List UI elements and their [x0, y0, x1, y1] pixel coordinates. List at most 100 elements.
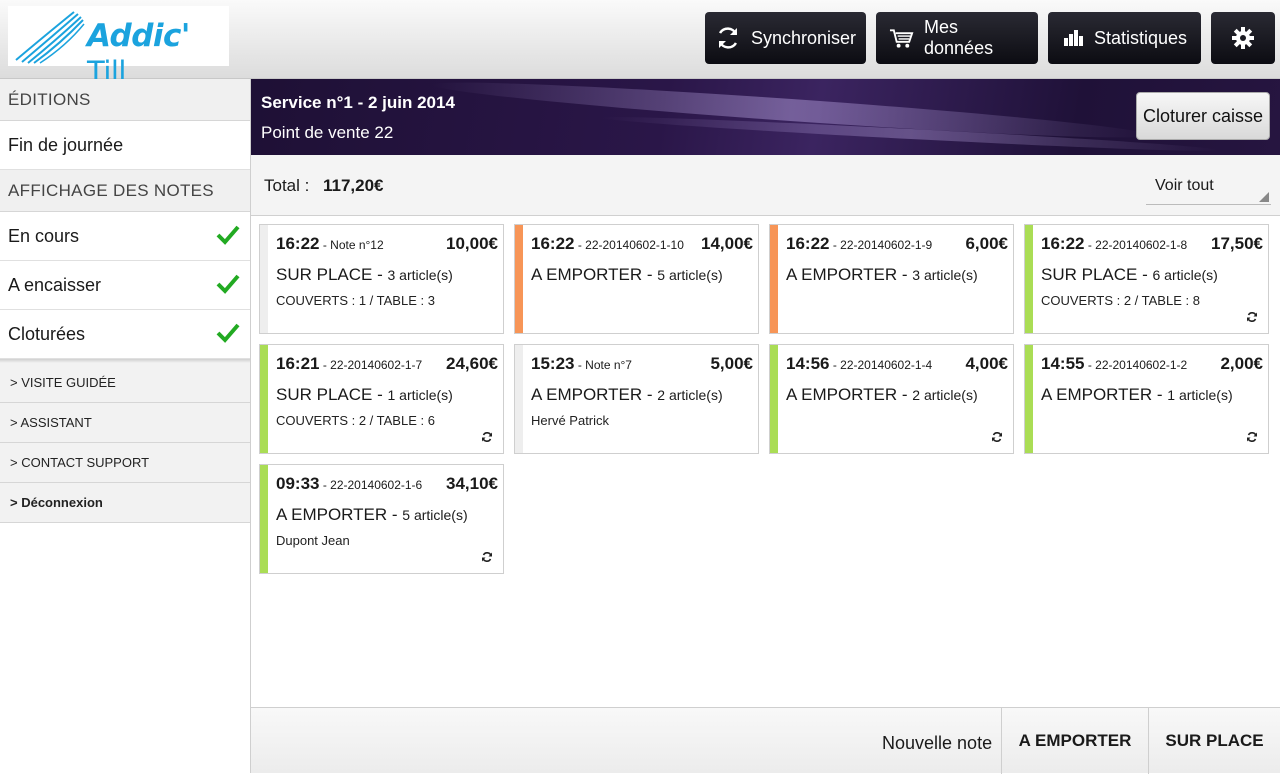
editions-header: ÉDITIONS: [0, 79, 250, 121]
note-reference: - 22-20140602-1-7: [319, 358, 423, 372]
note-article-count: 1 article(s): [1167, 387, 1233, 403]
filter-label: A encaisser: [8, 274, 102, 295]
status-bar: [260, 345, 268, 453]
note-type-line: A EMPORTER - 1 article(s): [1041, 385, 1233, 405]
note-amount: 5,00€: [710, 354, 753, 373]
guided-tour-link[interactable]: > VISITE GUIDÉE: [0, 363, 250, 403]
note-card[interactable]: 14:56 - 22-20140602-1-4 4,00€ A EMPORTER -…: [769, 344, 1014, 454]
checkmark-icon: [216, 323, 240, 343]
sync-button[interactable]: Synchroniser: [705, 12, 866, 64]
new-onsite-button[interactable]: SUR PLACE: [1148, 708, 1280, 774]
note-reference: - 22-20140602-1-9: [829, 238, 933, 252]
note-time: 16:22: [276, 234, 320, 253]
note-card[interactable]: 15:23 - Note n°7 5,00€ A EMPORTER - 2 arti…: [514, 344, 759, 454]
view-filter-select[interactable]: Voir tout: [1146, 169, 1271, 205]
note-type: SUR PLACE -: [1041, 265, 1153, 284]
service-title: Service n°1 - 2 juin 2014: [261, 93, 455, 112]
note-reference: - 22-20140602-1-8: [1084, 238, 1188, 252]
note-amount: 24,60€: [446, 354, 498, 373]
status-bar: [770, 225, 778, 333]
assistant-link[interactable]: > ASSISTANT: [0, 403, 250, 443]
note-article-count: 6 article(s): [1152, 267, 1218, 283]
my-data-button[interactable]: Mes données: [876, 12, 1038, 64]
main-panel: Service n°1 - 2 juin 2014 Point de vente…: [251, 79, 1280, 774]
note-time: 16:21: [276, 354, 320, 373]
note-type: A EMPORTER -: [786, 385, 913, 404]
sidebar: ÉDITIONS Fin de journée AFFICHAGE DES NO…: [0, 79, 251, 773]
note-time-line: 09:33 - 22-20140602-1-6: [276, 474, 422, 494]
sync-status-icon: [482, 552, 492, 562]
dropdown-corner-icon: [1259, 192, 1269, 202]
note-type-line: SUR PLACE - 6 article(s): [1041, 265, 1218, 285]
statistics-button[interactable]: Statistiques: [1048, 12, 1201, 64]
note-time-line: 14:56 - 22-20140602-1-4: [786, 354, 932, 374]
logo-swoosh-icon: [15, 11, 85, 64]
app-logo: Addic' Till: [8, 6, 229, 89]
new-note-label: Nouvelle note: [882, 733, 993, 753]
note-card[interactable]: 14:55 - 22-20140602-1-2 2,00€ A EMPORTER -…: [1024, 344, 1269, 454]
note-reference: - Note n°12: [319, 238, 384, 252]
checkmark-icon: [216, 274, 240, 294]
note-time: 16:22: [531, 234, 575, 253]
note-type: A EMPORTER -: [531, 265, 658, 284]
note-amount: 14,00€: [701, 234, 753, 253]
contact-support-link[interactable]: > CONTACT SUPPORT: [0, 443, 250, 483]
note-card[interactable]: 16:22 - 22-20140602-1-9 6,00€ A EMPORTER -…: [769, 224, 1014, 334]
note-time-line: 16:21 - 22-20140602-1-7: [276, 354, 422, 374]
filter-item-en-cours[interactable]: En cours: [0, 212, 250, 261]
filter-item-a-encaisser[interactable]: A encaisser: [0, 261, 250, 310]
notes-display-header: AFFICHAGE DES NOTES: [0, 170, 250, 212]
sync-status-icon: [1247, 312, 1257, 322]
new-takeaway-button[interactable]: A EMPORTER: [1001, 708, 1148, 774]
note-type: A EMPORTER -: [786, 265, 913, 284]
logo-brand: Addic': [87, 18, 190, 54]
total-bar: Total : 117,20€ Voir tout: [251, 155, 1280, 216]
note-type: SUR PLACE -: [276, 385, 388, 404]
my-data-label: Mes données: [924, 17, 994, 58]
note-type-line: A EMPORTER - 5 article(s): [276, 505, 468, 525]
sync-status-icon: [992, 432, 1002, 442]
sync-status-icon: [1247, 432, 1257, 442]
note-reference: - 22-20140602-1-6: [319, 478, 423, 492]
note-article-count: 1 article(s): [387, 387, 453, 403]
note-amount: 34,10€: [446, 474, 498, 493]
note-time-line: 14:55 - 22-20140602-1-2: [1041, 354, 1187, 374]
checkmark-icon: [216, 225, 240, 245]
service-banner: Service n°1 - 2 juin 2014 Point de vente…: [251, 79, 1280, 155]
note-time-line: 16:22 - 22-20140602-1-9: [786, 234, 932, 254]
bottom-bar: Nouvelle note A EMPORTER SUR PLACE: [251, 707, 1280, 774]
note-time: 16:22: [786, 234, 830, 253]
note-article-count: 5 article(s): [657, 267, 723, 283]
sync-label: Synchroniser: [750, 27, 856, 48]
top-bar: Addic' Till Synchroniser Mes données Sta…: [0, 0, 1280, 89]
filter-label: En cours: [8, 225, 80, 246]
filter-label: Cloturées: [8, 323, 86, 344]
note-type-line: A EMPORTER - 2 article(s): [531, 385, 723, 405]
filter-item-cloturees[interactable]: Cloturées: [0, 310, 250, 359]
note-card[interactable]: 16:22 - 22-20140602-1-8 17,50€ SUR PLACE -…: [1024, 224, 1269, 334]
note-reference: - 22-20140602-1-10: [574, 238, 684, 252]
bar-chart-icon: [1064, 30, 1083, 46]
note-type: A EMPORTER -: [1041, 385, 1168, 404]
logo-text: Addic' Till: [87, 18, 229, 90]
note-time-line: 15:23 - Note n°7: [531, 354, 632, 374]
note-type: A EMPORTER -: [531, 385, 658, 404]
note-time-line: 16:22 - 22-20140602-1-10: [531, 234, 684, 254]
note-info: Dupont Jean: [276, 533, 350, 548]
note-reference: - 22-20140602-1-2: [1084, 358, 1188, 372]
end-of-day-item[interactable]: Fin de journée: [0, 121, 250, 170]
note-card[interactable]: 16:21 - 22-20140602-1-7 24,60€ SUR PLACE -…: [259, 344, 504, 454]
logout-link[interactable]: > Déconnexion: [0, 483, 250, 523]
note-time-line: 16:22 - Note n°12: [276, 234, 384, 254]
close-register-button[interactable]: Cloturer caisse: [1136, 92, 1270, 140]
note-article-count: 2 article(s): [657, 387, 723, 403]
note-time-line: 16:22 - 22-20140602-1-8: [1041, 234, 1187, 254]
note-reference: - Note n°7: [574, 358, 632, 372]
note-card[interactable]: 16:22 - 22-20140602-1-10 14,00€ A EMPORTER…: [514, 224, 759, 334]
note-type: SUR PLACE -: [276, 265, 388, 284]
note-card[interactable]: 09:33 - 22-20140602-1-6 34,10€ A EMPORTER …: [259, 464, 504, 574]
note-card[interactable]: 16:22 - Note n°12 10,00€ SUR PLACE - 3 art…: [259, 224, 504, 334]
note-time: 14:55: [1041, 354, 1085, 373]
note-article-count: 5 article(s): [402, 507, 468, 523]
settings-button[interactable]: [1211, 12, 1275, 64]
